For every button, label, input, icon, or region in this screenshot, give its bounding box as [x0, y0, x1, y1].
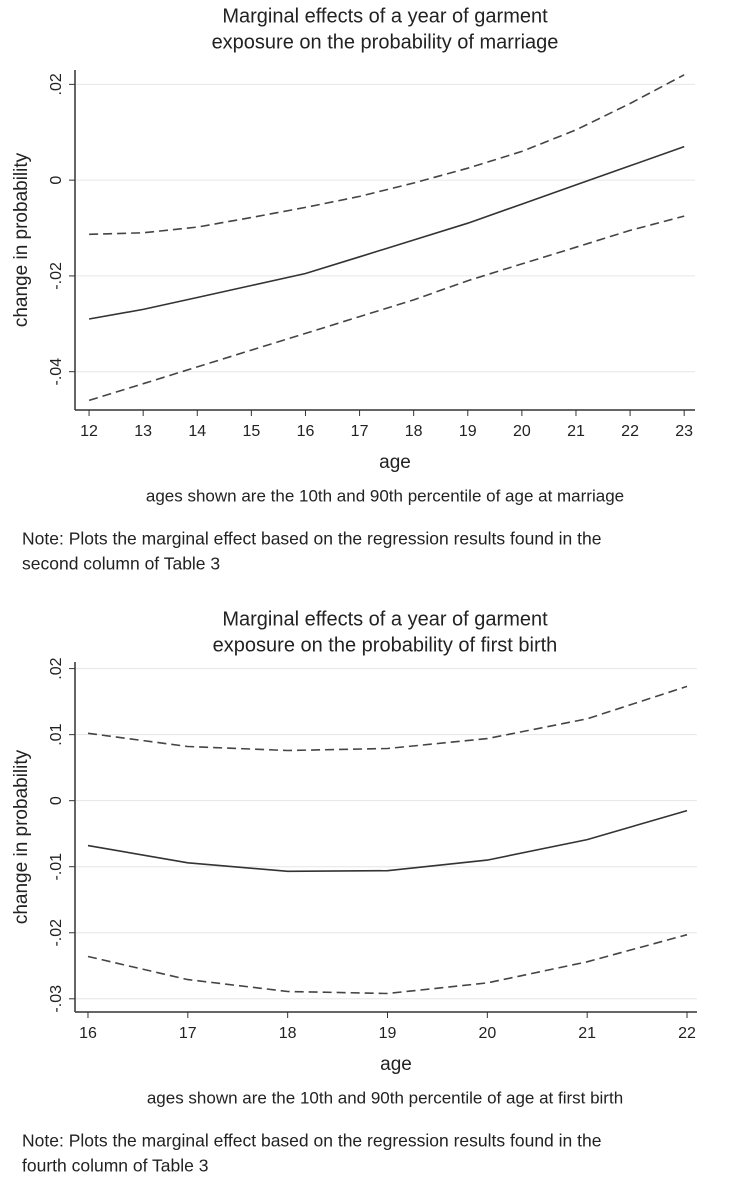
y-tick-label: .01 [48, 723, 65, 745]
caption: ages shown are the 10th and 90th percent… [146, 486, 624, 505]
x-tick-label: 19 [379, 1025, 397, 1042]
y-tick-label: -.04 [48, 358, 65, 386]
y-tick-label: 0 [48, 176, 65, 185]
y-tick-label: -.02 [48, 262, 65, 290]
x-tick-label: 23 [675, 423, 693, 440]
x-tick-label: 22 [621, 423, 639, 440]
note: Note: Plots the marginal effect based on… [22, 529, 601, 549]
x-tick-label: 18 [405, 423, 423, 440]
x-tick-label: 12 [80, 423, 98, 440]
note: second column of Table 3 [22, 554, 220, 574]
caption: ages shown are the 10th and 90th percent… [147, 1088, 623, 1107]
y-tick-label: -.02 [48, 919, 65, 947]
note: fourth column of Table 3 [22, 1156, 208, 1176]
y-tick-label: 0 [48, 796, 65, 805]
x-tick-label: 14 [188, 423, 206, 440]
x-axis-label: age [379, 452, 411, 473]
x-tick-label: 13 [134, 423, 152, 440]
line-series [88, 145, 685, 320]
x-tick-label: 19 [459, 423, 477, 440]
chart-title: Marginal effects of a year of garment [222, 608, 548, 630]
y-axis-label: change in probability [11, 749, 32, 924]
x-tick-label: 20 [513, 423, 531, 440]
note: Note: Plots the marginal effect based on… [22, 1131, 601, 1151]
y-tick-label: .02 [48, 73, 65, 95]
chart-title: Marginal effects of a year of garment [222, 5, 548, 27]
x-tick-label: 17 [351, 423, 369, 440]
line-series [87, 809, 688, 873]
y-tick-label: -.03 [48, 985, 65, 1013]
x-tick-label: 17 [179, 1025, 197, 1042]
x-tick-label: 21 [567, 423, 585, 440]
x-tick-label: 15 [242, 423, 260, 440]
x-axis-label: age [380, 1054, 412, 1075]
y-axis-label: change in probability [11, 152, 32, 327]
x-tick-label: 18 [279, 1025, 297, 1042]
y-tick-label: .02 [48, 657, 65, 679]
line-series [87, 933, 688, 995]
line-series [87, 685, 688, 752]
x-tick-label: 16 [79, 1025, 97, 1042]
x-tick-label: 21 [578, 1025, 596, 1042]
chart-title: exposure on the probability of marriage [212, 31, 559, 53]
y-tick-label: -.01 [48, 853, 65, 881]
chart-title: exposure on the probability of first bir… [213, 634, 558, 656]
line-series [89, 74, 685, 236]
line-series [88, 215, 685, 402]
x-tick-label: 16 [297, 423, 315, 440]
x-tick-label: 20 [478, 1025, 496, 1042]
x-tick-label: 22 [678, 1025, 696, 1042]
